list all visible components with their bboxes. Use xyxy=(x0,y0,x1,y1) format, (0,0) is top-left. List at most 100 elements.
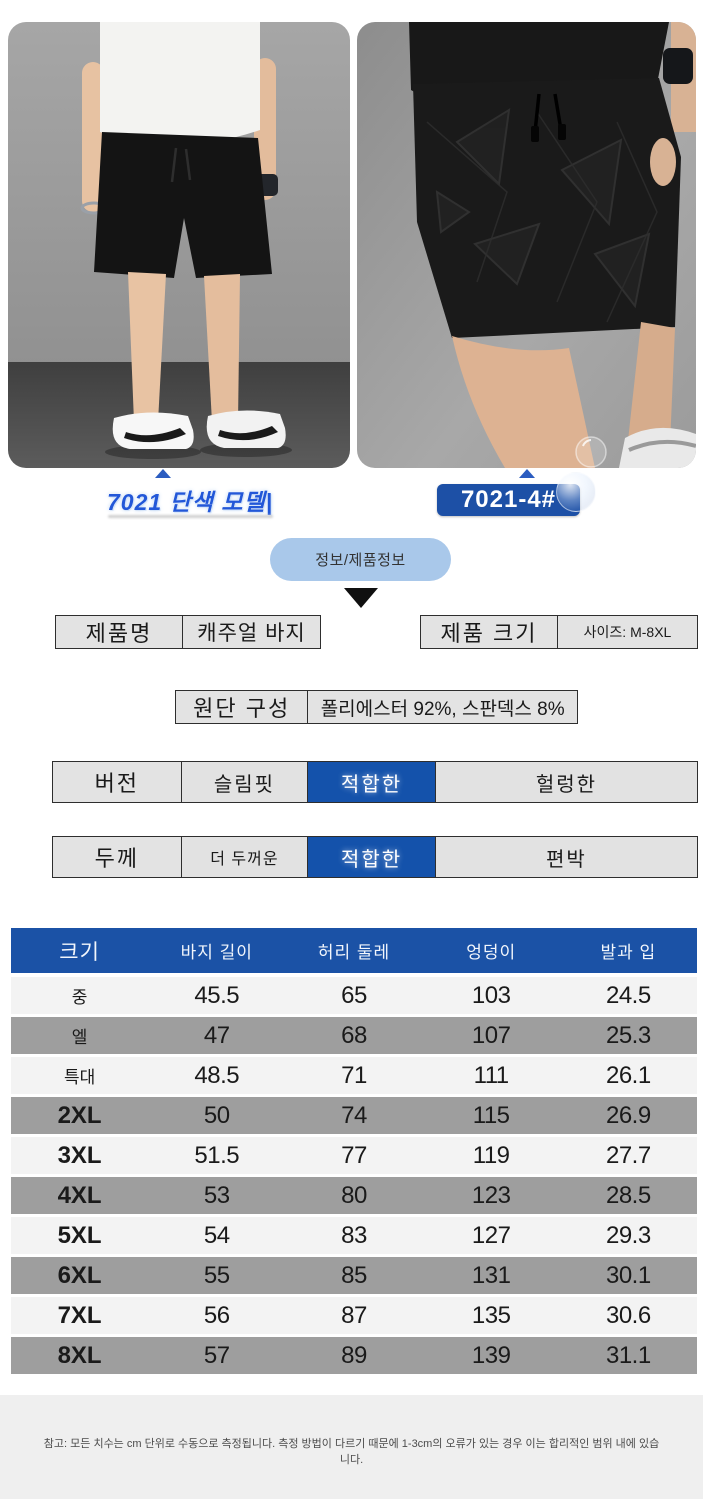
soap-bubble xyxy=(556,472,596,512)
measurement-cell: 135 xyxy=(471,1301,511,1329)
fit-option-regular-selected: 적합한 xyxy=(307,762,435,802)
size-label-cell: 8XL xyxy=(57,1341,102,1369)
measurement-cell: 107 xyxy=(471,1021,511,1049)
measurement-cell: 111 xyxy=(473,1061,509,1089)
product-photo-solid-model[interactable] xyxy=(8,22,350,468)
measurement-cell: 48.5 xyxy=(194,1061,240,1089)
table-row: 2XL 50 74 115 26.9 xyxy=(11,1097,697,1134)
badge-text: 7021-4# xyxy=(460,486,557,513)
measurement-cell: 24.5 xyxy=(605,981,651,1009)
measurement-cell: 31.1 xyxy=(605,1341,651,1369)
measurement-cell: 87 xyxy=(341,1301,367,1329)
info-button-label: 정보/제품정보 xyxy=(315,552,406,569)
measurement-cell: 45.5 xyxy=(194,981,240,1009)
column-header: 허리 둘레 xyxy=(317,943,391,962)
measurement-cell: 55 xyxy=(203,1261,230,1289)
measurement-cell: 56 xyxy=(203,1301,230,1329)
patterned-shorts xyxy=(413,78,681,338)
spec-fabric: 원단 구성 폴리에스터 92%, 스판덱스 8% xyxy=(175,690,578,724)
soap-bubble xyxy=(575,436,607,468)
sneaker xyxy=(619,427,696,468)
photo-right-illustration xyxy=(357,22,696,468)
pointer-up-icon xyxy=(155,469,171,478)
drawstring xyxy=(170,147,192,183)
column-header: 발과 입 xyxy=(600,943,657,962)
thickness-option-thicker: 더 두꺼운 xyxy=(180,837,308,877)
thickness-option-regular-selected: 적합한 xyxy=(307,837,435,877)
column-header: 엉덩이 xyxy=(466,943,517,962)
spec-product-size: 제품 크기 사이즈: M-8XL xyxy=(420,615,698,649)
black-shorts xyxy=(94,132,272,278)
spec-thickness-row: 두께 더 두꺼운 적합한 편박 xyxy=(52,836,698,878)
measurement-cell: 50 xyxy=(203,1101,230,1129)
measurement-cell: 103 xyxy=(471,981,511,1009)
size-table-header-row: 크기 바지 길이 허리 둘레 엉덩이 발과 입 xyxy=(11,928,697,973)
sneakers xyxy=(112,410,286,449)
table-row: 4XL 53 80 123 28.5 xyxy=(11,1177,697,1214)
table-row: 3XL 51.5 77 119 27.7 xyxy=(11,1137,697,1174)
pointer-up-icon xyxy=(519,469,535,478)
measurement-cell: 80 xyxy=(341,1181,367,1209)
size-label-cell: 4XL xyxy=(57,1181,102,1209)
measurement-cell: 139 xyxy=(471,1341,511,1369)
thickness-option-thin: 편박 xyxy=(434,837,698,877)
measurement-cell: 68 xyxy=(341,1021,367,1049)
size-label-cell: 특대 xyxy=(63,1068,96,1087)
arrow-down-icon xyxy=(344,588,378,608)
spec-label: 원단 구성 xyxy=(193,696,291,721)
measurement-cell: 54 xyxy=(203,1221,230,1249)
spec-label: 제품명 xyxy=(85,621,153,646)
spec-value: 캐주얼 바지 xyxy=(182,616,320,648)
size-label-cell: 중 xyxy=(71,988,88,1007)
spec-product-name: 제품명 캐주얼 바지 xyxy=(55,615,321,649)
column-header: 크기 xyxy=(59,940,100,964)
measurement-cell: 25.3 xyxy=(605,1021,651,1049)
fit-option-loose: 헐렁한 xyxy=(434,762,698,802)
table-row: 5XL 54 83 127 29.3 xyxy=(11,1217,697,1254)
measurement-cell: 71 xyxy=(341,1061,367,1089)
size-label-cell: 엘 xyxy=(71,1028,88,1047)
measurement-note: 참고: 모든 치수는 cm 단위로 수동으로 측정됩니다. 측정 방법이 다르기… xyxy=(0,1395,703,1499)
spec-label: 제품 크기 xyxy=(440,621,538,646)
measurement-cell: 77 xyxy=(341,1141,367,1169)
measurement-cell: 74 xyxy=(341,1101,367,1129)
size-table: 크기 바지 길이 허리 둘레 엉덩이 발과 입 중 45.5 65 103 24.5 엘 47 68 1… xyxy=(11,928,697,1377)
measurement-cell: 89 xyxy=(341,1341,367,1369)
measurement-cell: 127 xyxy=(471,1221,511,1249)
fit-option-slim: 슬림핏 xyxy=(180,762,308,802)
spec-label: 두께 xyxy=(94,846,140,871)
measurement-cell: 26.1 xyxy=(605,1061,651,1089)
size-table-body: 중 45.5 65 103 24.5 엘 47 68 107 25.3 특대 48.5 71 111 26.… xyxy=(11,977,697,1374)
measurement-cell: 51.5 xyxy=(194,1141,240,1169)
measurement-cell: 30.1 xyxy=(605,1261,651,1289)
measurement-cell: 115 xyxy=(472,1101,510,1129)
measurement-cell: 29.3 xyxy=(605,1221,651,1249)
table-row: 중 45.5 65 103 24.5 xyxy=(11,977,697,1014)
table-row: 8XL 57 89 139 31.1 xyxy=(11,1337,697,1374)
measurement-cell: 123 xyxy=(471,1181,511,1209)
table-row: 6XL 55 85 131 30.1 xyxy=(11,1257,697,1294)
size-label-cell: 2XL xyxy=(57,1101,102,1129)
size-label-cell: 6XL xyxy=(57,1261,102,1289)
column-header: 바지 길이 xyxy=(180,943,253,962)
measurement-cell: 131 xyxy=(471,1261,511,1289)
white-tshirt xyxy=(100,22,260,145)
measurement-cell: 119 xyxy=(472,1141,510,1169)
table-row: 특대 48.5 71 111 26.1 xyxy=(11,1057,697,1094)
size-label-cell: 3XL xyxy=(57,1141,102,1169)
measurement-cell: 47 xyxy=(203,1021,230,1049)
spec-label: 버전 xyxy=(94,771,140,796)
measurement-cell: 85 xyxy=(341,1261,367,1289)
info-section-button[interactable]: 정보/제품정보 xyxy=(270,538,451,581)
photo-caption-left: 7021 단색 모델| xyxy=(106,489,274,515)
measurement-cell: 65 xyxy=(341,981,367,1009)
measurement-cell: 30.6 xyxy=(605,1301,651,1329)
size-label-cell: 5XL xyxy=(57,1221,102,1249)
product-photo-pattern-model[interactable] xyxy=(357,22,696,468)
measurement-cell: 28.5 xyxy=(605,1181,651,1209)
measurement-cell: 27.7 xyxy=(605,1141,651,1169)
spec-value: 폴리에스터 92%, 스판덱스 8% xyxy=(307,691,577,723)
watch xyxy=(663,48,693,84)
measurement-cell: 83 xyxy=(341,1221,367,1249)
